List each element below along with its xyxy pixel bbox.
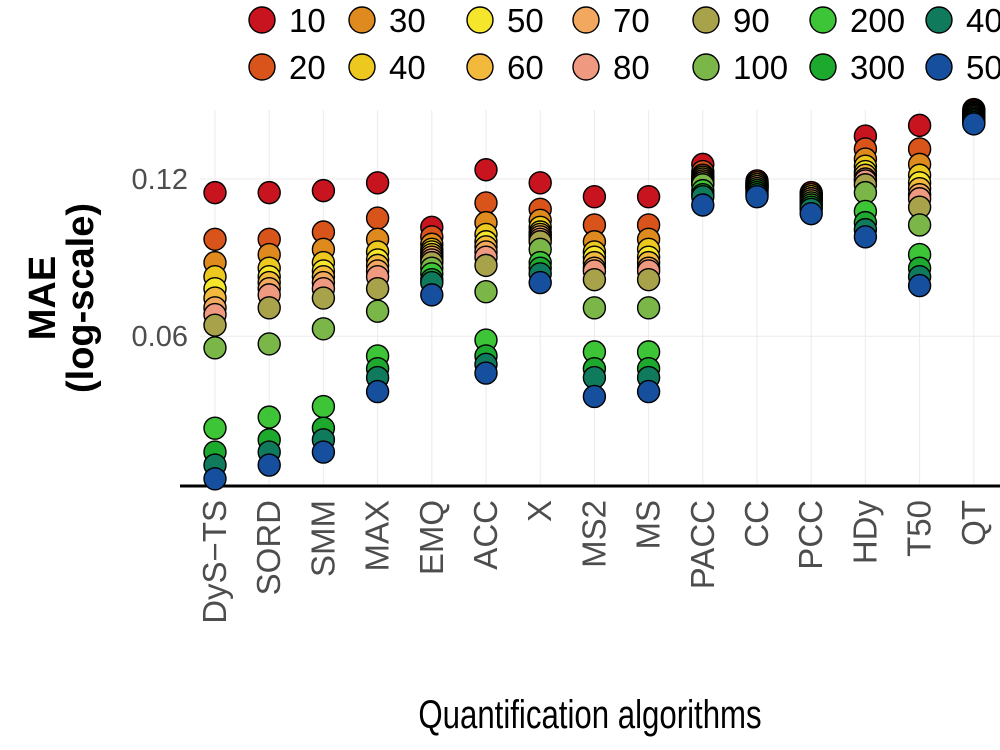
legend-swatch <box>809 53 837 81</box>
x-tick-label: MS2 <box>575 500 612 568</box>
data-point <box>311 178 336 203</box>
data-point <box>528 171 552 195</box>
data-point <box>203 336 227 360</box>
legend-label: 30 <box>389 2 426 39</box>
legend-swatch <box>572 53 600 81</box>
data-point <box>474 253 498 278</box>
data-point <box>745 184 769 209</box>
data-point <box>474 361 498 385</box>
legend-label: 200 <box>850 2 905 39</box>
x-axis-title: Quantification algorithms <box>418 692 761 737</box>
data-point <box>582 184 607 209</box>
legend-swatch <box>466 53 494 81</box>
y-tick-labels: 0.06 0.12 <box>132 164 188 353</box>
legend-swatch <box>248 53 276 81</box>
x-tick-label: QT <box>955 500 992 546</box>
x-tick-label: ACC <box>467 500 504 570</box>
y-tick-label: 0.12 <box>132 164 188 196</box>
x-tick-label: CC <box>738 500 775 548</box>
data-point <box>528 270 552 295</box>
legend-label: 90 <box>733 2 770 39</box>
data-point <box>636 379 661 404</box>
data-point <box>582 296 607 320</box>
x-tick-label: X <box>521 500 558 522</box>
legend: 10 20 30 40 50 60 70 80 90 100 200 300 400 500 <box>248 2 1000 86</box>
x-tick-label: HDy <box>846 500 883 565</box>
data-point <box>257 453 281 477</box>
data-point <box>311 440 336 464</box>
data-point <box>636 184 661 209</box>
x-tick-label: PACC <box>684 500 721 589</box>
data-point <box>257 180 281 205</box>
data-point <box>257 332 281 356</box>
legend-swatch <box>348 6 376 34</box>
data-point <box>636 296 661 320</box>
data-point <box>311 317 336 341</box>
legend-label: 60 <box>507 49 544 86</box>
data-point <box>853 225 878 249</box>
x-tick-label: PCC <box>792 500 829 570</box>
data-point <box>203 313 227 337</box>
data-point <box>474 191 498 215</box>
data-point <box>365 299 390 323</box>
data-point <box>203 467 227 491</box>
legend-label: 10 <box>289 2 326 39</box>
data-point <box>691 193 715 217</box>
data-point <box>907 273 932 298</box>
x-tick-label: SORD <box>250 500 287 595</box>
y-axis-title: MAE (log-scale) <box>22 203 102 393</box>
data-point <box>636 267 661 292</box>
data-point <box>582 267 607 292</box>
x-tick-label: SMM <box>304 500 341 577</box>
x-tick-label: T50 <box>901 500 938 557</box>
legend-label: 500 <box>966 49 1000 86</box>
data-point <box>257 405 281 429</box>
legend-label: 100 <box>733 49 788 86</box>
legend-label: 70 <box>613 2 650 39</box>
legend-swatch <box>348 53 376 81</box>
data-point <box>962 112 986 136</box>
data-point <box>907 213 932 237</box>
data-point <box>365 171 390 195</box>
data-point <box>365 276 390 301</box>
legend-swatch <box>692 53 720 81</box>
legend-label: 50 <box>507 2 544 39</box>
y-axis-title-line2: (log-scale) <box>60 203 102 393</box>
legend-label: 80 <box>613 49 650 86</box>
data-point <box>203 180 227 205</box>
data-points <box>203 97 986 491</box>
legend-swatch <box>925 6 953 34</box>
y-axis-title-line1: MAE <box>22 256 64 340</box>
legend-label: 400 <box>966 2 1000 39</box>
data-point <box>365 206 390 230</box>
legend-swatch <box>466 6 494 34</box>
legend-label: 300 <box>850 49 905 86</box>
data-point <box>582 384 607 409</box>
x-tick-label: MAX <box>359 500 396 572</box>
x-tick-label: DyS−TS <box>196 500 233 624</box>
y-tick-label: 0.06 <box>132 321 188 353</box>
x-tick-labels: DyS−TS SORD SMM MAX EMQ ACC X MS2 MS PACC CC PCC HDy… <box>196 500 992 624</box>
legend-label: 20 <box>289 49 326 86</box>
data-point <box>311 394 336 419</box>
legend-swatch <box>692 6 720 34</box>
data-point <box>799 201 823 226</box>
data-point <box>907 113 932 138</box>
legend-label: 40 <box>389 49 426 86</box>
x-tick-label: EMQ <box>413 500 450 575</box>
data-point <box>474 280 498 304</box>
data-point <box>311 286 336 310</box>
x-tick-label: MS <box>630 500 667 550</box>
data-point <box>365 379 390 404</box>
legend-swatch <box>809 6 837 34</box>
data-point <box>257 296 281 320</box>
data-point <box>203 416 227 440</box>
legend-swatch <box>925 53 953 81</box>
legend-swatch <box>248 6 276 34</box>
legend-swatch <box>572 6 600 34</box>
data-point <box>474 158 498 182</box>
data-point <box>203 227 227 251</box>
data-point <box>420 283 444 307</box>
